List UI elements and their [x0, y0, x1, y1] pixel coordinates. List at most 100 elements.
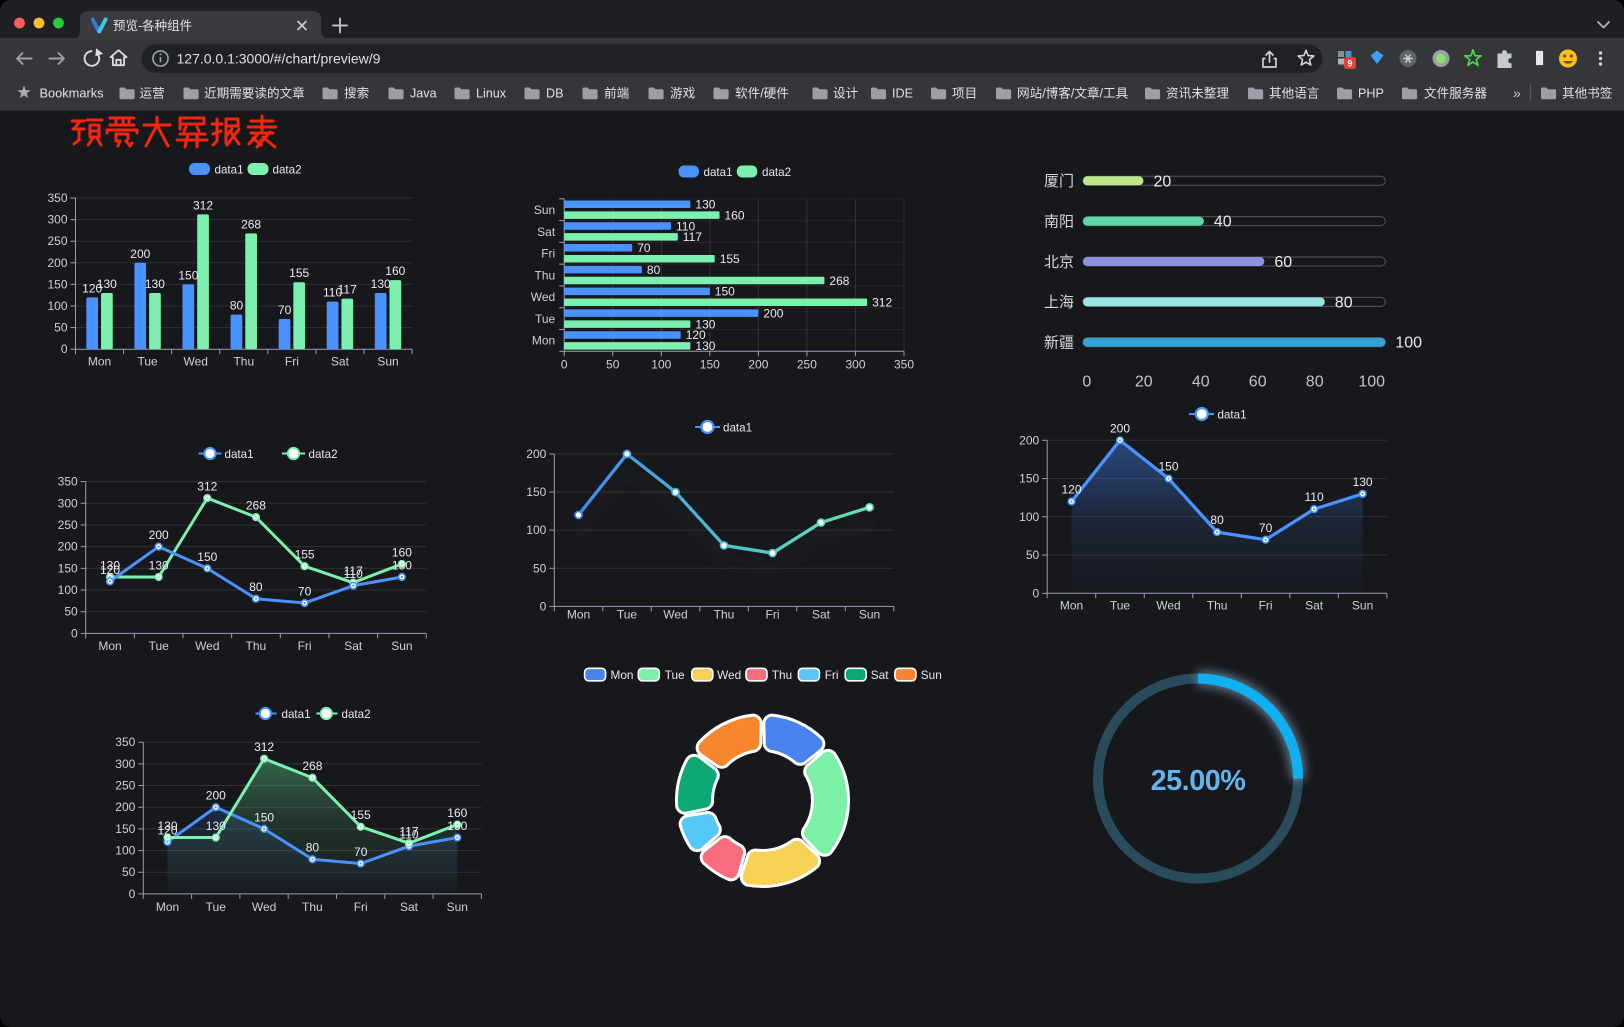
svg-text:Sun: Sun: [391, 639, 412, 653]
svg-text:0: 0: [561, 357, 568, 371]
svg-text:200: 200: [763, 306, 783, 320]
svg-text:50: 50: [64, 605, 78, 619]
svg-text:117: 117: [399, 825, 418, 839]
svg-text:150: 150: [254, 810, 274, 824]
svg-text:130: 130: [695, 198, 715, 212]
svg-text:Fri: Fri: [541, 247, 555, 261]
svg-text:IDE: IDE: [892, 86, 913, 100]
svg-text:130: 130: [1353, 475, 1373, 489]
svg-text:Fri: Fri: [285, 355, 299, 369]
svg-text:Wed: Wed: [183, 355, 207, 369]
svg-text:50: 50: [606, 357, 620, 371]
svg-text:0: 0: [61, 342, 68, 356]
svg-text:Thu: Thu: [1207, 599, 1228, 613]
svg-text:25.00%: 25.00%: [1151, 765, 1246, 797]
svg-text:Sun: Sun: [859, 608, 880, 622]
svg-text:200: 200: [1019, 433, 1039, 447]
svg-text:268: 268: [302, 759, 322, 773]
svg-text:data1: data1: [704, 166, 733, 179]
svg-text:100: 100: [1358, 374, 1385, 391]
svg-text:Bookmarks: Bookmarks: [40, 85, 104, 100]
svg-text:150: 150: [1019, 472, 1039, 486]
svg-text:130: 130: [157, 819, 177, 833]
svg-text:160: 160: [385, 264, 405, 278]
svg-text:155: 155: [720, 252, 740, 266]
svg-text:80: 80: [647, 263, 661, 277]
svg-text:上海: 上海: [1044, 294, 1074, 311]
svg-text:50: 50: [1026, 548, 1040, 562]
svg-text:50: 50: [533, 561, 547, 575]
svg-text:312: 312: [197, 480, 217, 494]
svg-text:80: 80: [249, 580, 263, 594]
svg-text:110: 110: [399, 828, 418, 842]
svg-text:Mon: Mon: [532, 334, 555, 348]
svg-text:70: 70: [278, 303, 292, 317]
svg-text:文件服务器: 文件服务器: [1424, 85, 1487, 100]
svg-text:300: 300: [58, 496, 78, 510]
svg-text:Wed: Wed: [1156, 599, 1180, 613]
svg-text:Sat: Sat: [537, 225, 556, 239]
svg-text:312: 312: [254, 740, 274, 754]
svg-text:250: 250: [115, 779, 135, 793]
svg-text:160: 160: [392, 546, 412, 560]
svg-text:Java: Java: [410, 86, 437, 100]
svg-text:Fri: Fri: [766, 608, 780, 622]
svg-text:117: 117: [344, 564, 363, 578]
svg-text:130: 130: [97, 277, 117, 291]
svg-text:268: 268: [241, 217, 261, 231]
svg-text:新疆: 新疆: [1044, 335, 1074, 352]
svg-text:110: 110: [323, 286, 342, 300]
svg-text:Tue: Tue: [617, 608, 638, 622]
svg-text:312: 312: [872, 296, 892, 310]
svg-text:100: 100: [651, 357, 671, 371]
svg-text:150: 150: [47, 277, 67, 291]
svg-text:Mon: Mon: [156, 900, 179, 914]
svg-text:前端: 前端: [604, 85, 630, 100]
svg-text:200: 200: [58, 540, 78, 554]
svg-text:120: 120: [100, 563, 120, 577]
svg-text:100: 100: [1395, 335, 1422, 352]
svg-text:130: 130: [392, 559, 412, 573]
svg-text:Thu: Thu: [535, 268, 556, 282]
svg-text:Sun: Sun: [534, 203, 555, 217]
svg-text:运营: 运营: [140, 86, 165, 100]
svg-text:Tue: Tue: [535, 312, 556, 326]
svg-text:0: 0: [1033, 586, 1040, 600]
svg-text:100: 100: [115, 844, 135, 858]
svg-text:130: 130: [149, 559, 169, 573]
svg-text:60: 60: [1274, 254, 1292, 271]
svg-text:DB: DB: [546, 86, 564, 100]
svg-text:80: 80: [1335, 294, 1353, 311]
svg-text:Tue: Tue: [149, 639, 170, 653]
svg-text:Sat: Sat: [812, 608, 831, 622]
svg-text:data1: data1: [215, 163, 244, 176]
svg-text:设计: 设计: [833, 86, 859, 100]
svg-text:130: 130: [695, 339, 715, 353]
svg-text:70: 70: [298, 585, 312, 599]
svg-text:预览-各种组件: 预览-各种组件: [113, 18, 192, 33]
svg-text:Fri: Fri: [825, 668, 839, 682]
svg-text:Sat: Sat: [1305, 599, 1324, 613]
svg-text:data2: data2: [309, 448, 338, 461]
svg-text:20: 20: [1154, 173, 1172, 190]
svg-text:150: 150: [115, 822, 135, 836]
svg-text:40: 40: [1214, 214, 1232, 231]
svg-text:软件/硬件: 软件/硬件: [735, 86, 789, 100]
svg-text:150: 150: [526, 485, 546, 499]
svg-text:300: 300: [845, 357, 865, 371]
svg-text:100: 100: [58, 583, 78, 597]
svg-text:Linux: Linux: [476, 86, 507, 100]
svg-text:资讯未整理: 资讯未整理: [1166, 86, 1229, 100]
svg-text:250: 250: [47, 234, 67, 248]
svg-text:110: 110: [344, 567, 363, 581]
svg-text:Sun: Sun: [447, 900, 468, 914]
svg-text:南阳: 南阳: [1044, 214, 1074, 231]
svg-text:80: 80: [1210, 513, 1224, 527]
svg-text:Tue: Tue: [206, 900, 227, 914]
svg-text:其他语言: 其他语言: [1269, 86, 1319, 100]
svg-text:350: 350: [47, 191, 67, 205]
svg-text:网站/博客/文章/工具: 网站/博客/文章/工具: [1017, 85, 1129, 100]
svg-text:PHP: PHP: [1358, 86, 1384, 100]
svg-text:游戏: 游戏: [670, 86, 696, 100]
svg-text:110: 110: [676, 219, 695, 233]
